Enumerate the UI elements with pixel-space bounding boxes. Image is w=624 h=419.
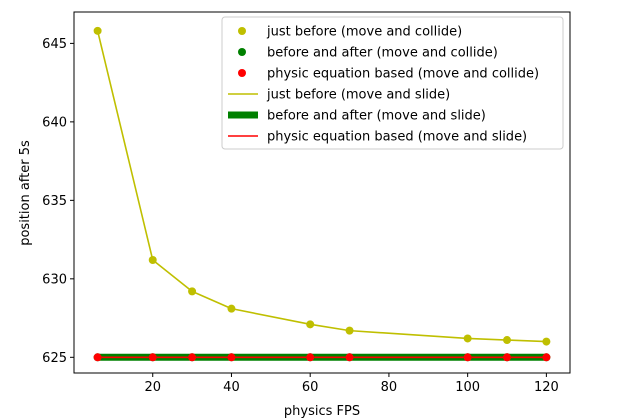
y-tick-label: 630	[42, 272, 67, 287]
data-point	[345, 353, 354, 362]
data-point	[306, 320, 315, 329]
data-point	[227, 353, 236, 362]
x-tick-label: 80	[381, 380, 398, 395]
y-tick-label: 635	[42, 194, 67, 209]
data-point	[463, 353, 472, 362]
legend-label: just before (move and collide)	[266, 25, 462, 40]
legend: just before (move and collide) before and…	[221, 16, 564, 150]
x-tick-label: 100	[455, 380, 480, 395]
x-tick-label: 120	[534, 380, 559, 395]
legend-label: before and after (move and slide)	[267, 109, 486, 124]
data-point	[93, 353, 102, 362]
data-point	[542, 353, 551, 362]
legend-marker	[238, 48, 246, 56]
y-tick-label: 640	[42, 115, 67, 130]
legend-label: just before (move and slide)	[266, 88, 450, 103]
data-point	[188, 287, 197, 296]
data-point	[306, 353, 315, 362]
y-tick-label: 645	[42, 37, 67, 52]
legend-label: physic equation based (move and collide)	[267, 67, 539, 82]
data-point	[148, 353, 157, 362]
legend-marker	[238, 27, 246, 35]
x-tick-label: 40	[223, 380, 240, 395]
x-tick-label: 20	[144, 380, 161, 395]
data-point	[188, 353, 197, 362]
x-axis-label: physics FPS	[284, 404, 360, 419]
y-axis-label: position after 5s	[18, 140, 33, 246]
y-tick-label: 625	[42, 351, 67, 366]
data-point	[148, 255, 157, 264]
y-axis-ticks: 625 630 635 640 645	[42, 37, 74, 366]
series-layer	[93, 26, 551, 362]
legend-label: before and after (move and collide)	[267, 46, 498, 61]
data-point	[227, 304, 236, 313]
data-point	[503, 353, 512, 362]
data-point	[542, 337, 551, 346]
legend-box	[221, 16, 564, 150]
x-axis-ticks: 20 40 60 80 100 120	[144, 373, 559, 395]
x-tick-label: 60	[302, 380, 319, 395]
data-point	[503, 336, 512, 345]
data-point	[93, 26, 102, 35]
legend-marker	[238, 69, 246, 77]
legend-label: physic equation based (move and slide)	[267, 130, 527, 145]
data-point	[463, 334, 472, 343]
data-point	[345, 326, 354, 335]
